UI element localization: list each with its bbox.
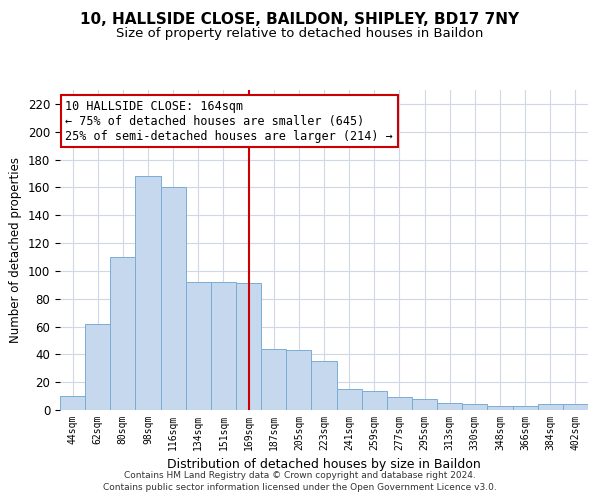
Bar — [211, 282, 236, 410]
Text: Size of property relative to detached houses in Baildon: Size of property relative to detached ho… — [116, 28, 484, 40]
Bar — [261, 349, 286, 410]
Bar — [286, 350, 311, 410]
Bar — [437, 403, 462, 410]
Bar — [563, 404, 588, 410]
Bar — [362, 390, 387, 410]
Text: 10, HALLSIDE CLOSE, BAILDON, SHIPLEY, BD17 7NY: 10, HALLSIDE CLOSE, BAILDON, SHIPLEY, BD… — [80, 12, 520, 28]
Bar — [487, 406, 512, 410]
Bar — [337, 389, 362, 410]
Bar — [85, 324, 110, 410]
Bar — [186, 282, 211, 410]
Bar — [60, 396, 85, 410]
Bar — [538, 404, 563, 410]
X-axis label: Distribution of detached houses by size in Baildon: Distribution of detached houses by size … — [167, 458, 481, 471]
Bar — [236, 284, 261, 410]
Bar — [412, 399, 437, 410]
Text: 10 HALLSIDE CLOSE: 164sqm
← 75% of detached houses are smaller (645)
25% of semi: 10 HALLSIDE CLOSE: 164sqm ← 75% of detac… — [65, 100, 393, 142]
Bar — [462, 404, 487, 410]
Bar — [161, 188, 186, 410]
Bar — [512, 406, 538, 410]
Bar — [387, 398, 412, 410]
Text: Contains public sector information licensed under the Open Government Licence v3: Contains public sector information licen… — [103, 484, 497, 492]
Bar — [136, 176, 161, 410]
Y-axis label: Number of detached properties: Number of detached properties — [10, 157, 22, 343]
Bar — [311, 362, 337, 410]
Text: Contains HM Land Registry data © Crown copyright and database right 2024.: Contains HM Land Registry data © Crown c… — [124, 471, 476, 480]
Bar — [110, 257, 136, 410]
